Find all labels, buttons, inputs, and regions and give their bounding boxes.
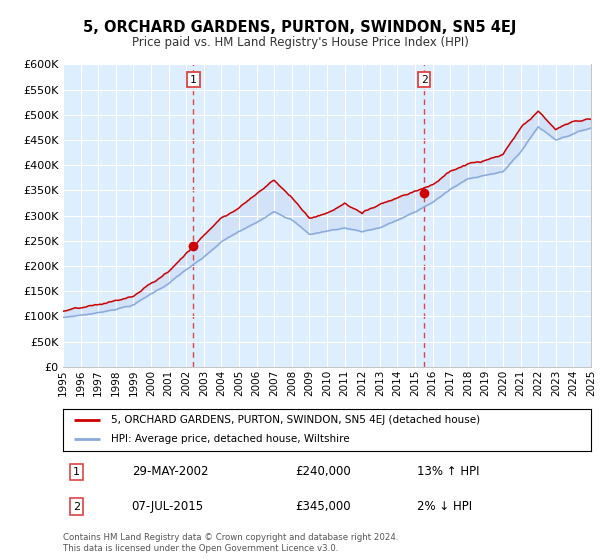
Text: HPI: Average price, detached house, Wiltshire: HPI: Average price, detached house, Wilt…: [110, 434, 349, 444]
Text: 2: 2: [421, 74, 428, 85]
Text: 29-MAY-2002: 29-MAY-2002: [131, 465, 208, 478]
Text: £240,000: £240,000: [295, 465, 351, 478]
Text: 2% ↓ HPI: 2% ↓ HPI: [417, 500, 472, 513]
Text: 1: 1: [190, 74, 197, 85]
Text: This data is licensed under the Open Government Licence v3.0.: This data is licensed under the Open Gov…: [63, 544, 338, 553]
Text: Contains HM Land Registry data © Crown copyright and database right 2024.: Contains HM Land Registry data © Crown c…: [63, 533, 398, 542]
Text: 5, ORCHARD GARDENS, PURTON, SWINDON, SN5 4EJ (detached house): 5, ORCHARD GARDENS, PURTON, SWINDON, SN5…: [110, 415, 479, 425]
Text: 07-JUL-2015: 07-JUL-2015: [131, 500, 204, 513]
Text: Price paid vs. HM Land Registry's House Price Index (HPI): Price paid vs. HM Land Registry's House …: [131, 36, 469, 49]
Text: £345,000: £345,000: [295, 500, 351, 513]
Text: 13% ↑ HPI: 13% ↑ HPI: [417, 465, 479, 478]
Text: 1: 1: [73, 466, 80, 477]
Text: 2: 2: [73, 502, 80, 511]
Text: 5, ORCHARD GARDENS, PURTON, SWINDON, SN5 4EJ: 5, ORCHARD GARDENS, PURTON, SWINDON, SN5…: [83, 20, 517, 35]
